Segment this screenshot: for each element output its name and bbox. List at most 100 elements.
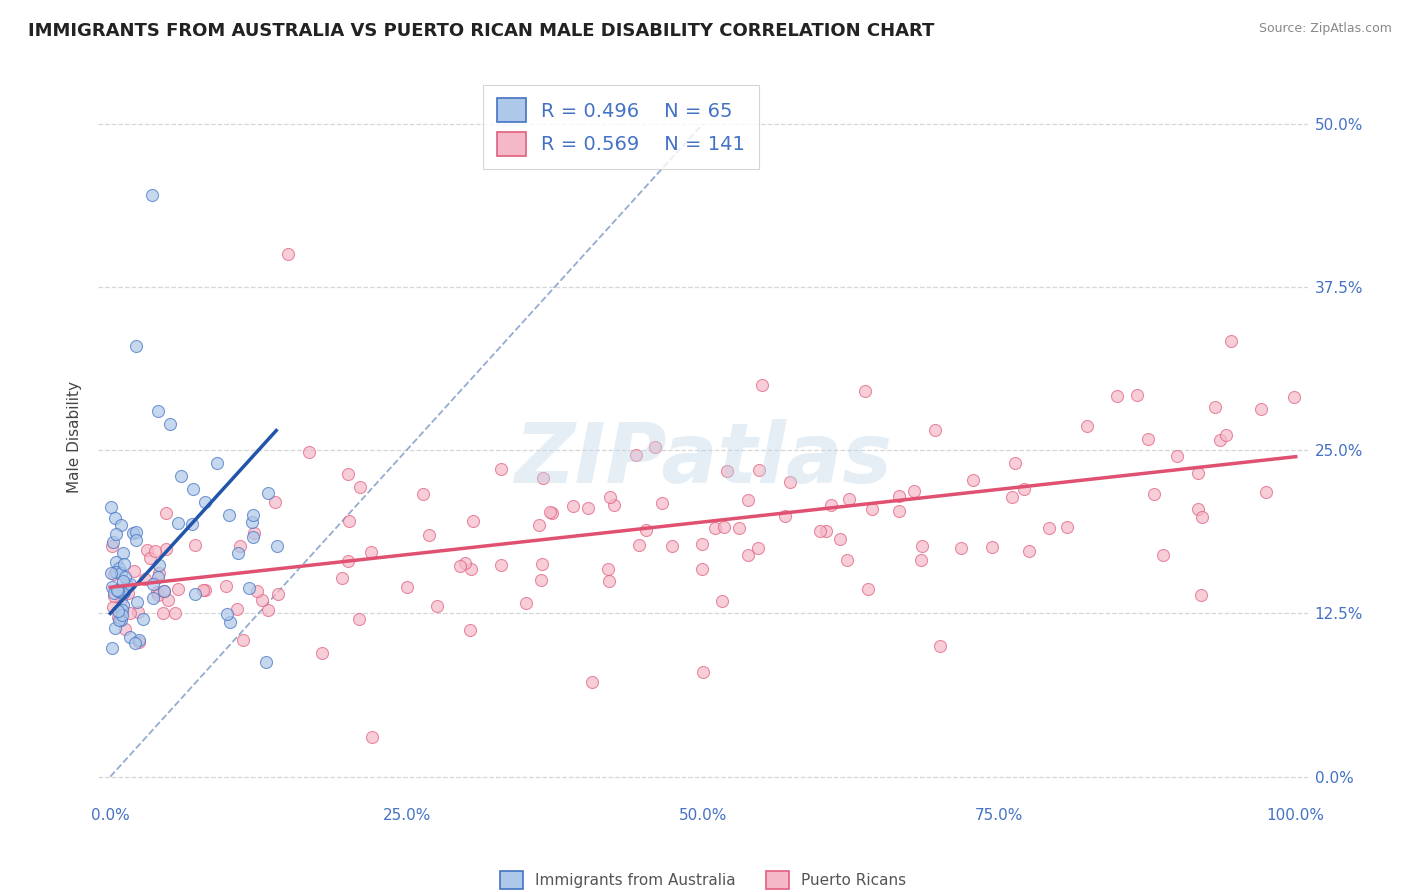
Point — [127, 605, 149, 619]
Point — [112, 584, 135, 599]
Point — [128, 635, 150, 649]
Point — [238, 581, 260, 595]
Point — [858, 582, 880, 596]
Point — [205, 456, 228, 470]
Point — [454, 556, 477, 570]
Point — [139, 551, 162, 566]
Point — [889, 504, 911, 518]
Point — [267, 587, 290, 601]
Point — [181, 517, 204, 532]
Point — [142, 591, 165, 605]
Point — [225, 601, 247, 615]
Legend: Immigrants from Australia, Puerto Ricans: Immigrants from Australia, Puerto Ricans — [491, 862, 915, 892]
Point — [184, 537, 207, 551]
Point — [692, 537, 714, 551]
Point — [1056, 520, 1078, 534]
Point — [229, 539, 252, 553]
Point — [131, 612, 153, 626]
Point — [426, 599, 449, 613]
Point — [194, 582, 217, 597]
Point — [242, 508, 264, 523]
Point — [1014, 483, 1036, 497]
Point — [1215, 428, 1237, 442]
Point — [170, 469, 193, 483]
Point — [232, 632, 254, 647]
Point — [710, 593, 733, 607]
Point — [159, 417, 181, 431]
Point — [167, 516, 190, 530]
Point — [924, 423, 946, 437]
Point — [1137, 432, 1160, 446]
Point — [101, 534, 124, 549]
Point — [111, 599, 134, 613]
Point — [128, 632, 150, 647]
Point — [143, 543, 166, 558]
Point — [360, 731, 382, 745]
Point — [889, 489, 911, 503]
Point — [860, 502, 883, 516]
Point — [929, 639, 952, 653]
Point — [716, 464, 738, 478]
Point — [1143, 487, 1166, 501]
Point — [337, 514, 360, 528]
Point — [217, 607, 239, 621]
Point — [111, 546, 134, 560]
Point — [1254, 485, 1277, 500]
Point — [277, 247, 299, 261]
Point — [1001, 490, 1024, 504]
Point — [152, 584, 174, 599]
Point — [104, 555, 127, 569]
Point — [820, 498, 842, 512]
Point — [1250, 402, 1272, 417]
Point — [1219, 334, 1241, 348]
Point — [599, 490, 621, 504]
Point — [107, 604, 129, 618]
Point — [531, 471, 554, 485]
Point — [127, 595, 149, 609]
Point — [412, 486, 434, 500]
Point — [148, 566, 170, 581]
Point — [598, 562, 620, 576]
Point — [527, 518, 550, 533]
Point — [110, 518, 132, 533]
Point — [779, 475, 801, 489]
Point — [692, 665, 714, 680]
Point — [118, 577, 141, 591]
Point — [152, 583, 174, 598]
Point — [910, 552, 932, 566]
Point — [1018, 544, 1040, 558]
Point — [250, 592, 273, 607]
Point — [1166, 449, 1188, 463]
Point — [148, 558, 170, 573]
Text: ZIPatlas: ZIPatlas — [515, 418, 891, 500]
Point — [219, 615, 242, 629]
Point — [110, 566, 132, 580]
Point — [576, 500, 599, 515]
Point — [853, 384, 876, 398]
Point — [100, 566, 122, 580]
Point — [1105, 388, 1128, 402]
Point — [458, 623, 481, 637]
Point — [112, 558, 135, 572]
Point — [337, 554, 360, 568]
Point — [254, 655, 277, 669]
Point — [257, 485, 280, 500]
Point — [264, 494, 287, 508]
Point — [1152, 548, 1174, 562]
Point — [360, 545, 382, 559]
Point — [256, 603, 278, 617]
Point — [627, 538, 650, 552]
Point — [101, 600, 124, 615]
Point — [1004, 456, 1026, 470]
Point — [148, 588, 170, 602]
Point — [644, 440, 666, 454]
Point — [111, 603, 134, 617]
Point — [125, 339, 148, 353]
Point — [266, 539, 288, 553]
Point — [141, 188, 163, 202]
Point — [246, 583, 269, 598]
Point — [562, 499, 585, 513]
Point — [122, 526, 145, 541]
Point — [347, 612, 370, 626]
Point — [107, 613, 129, 627]
